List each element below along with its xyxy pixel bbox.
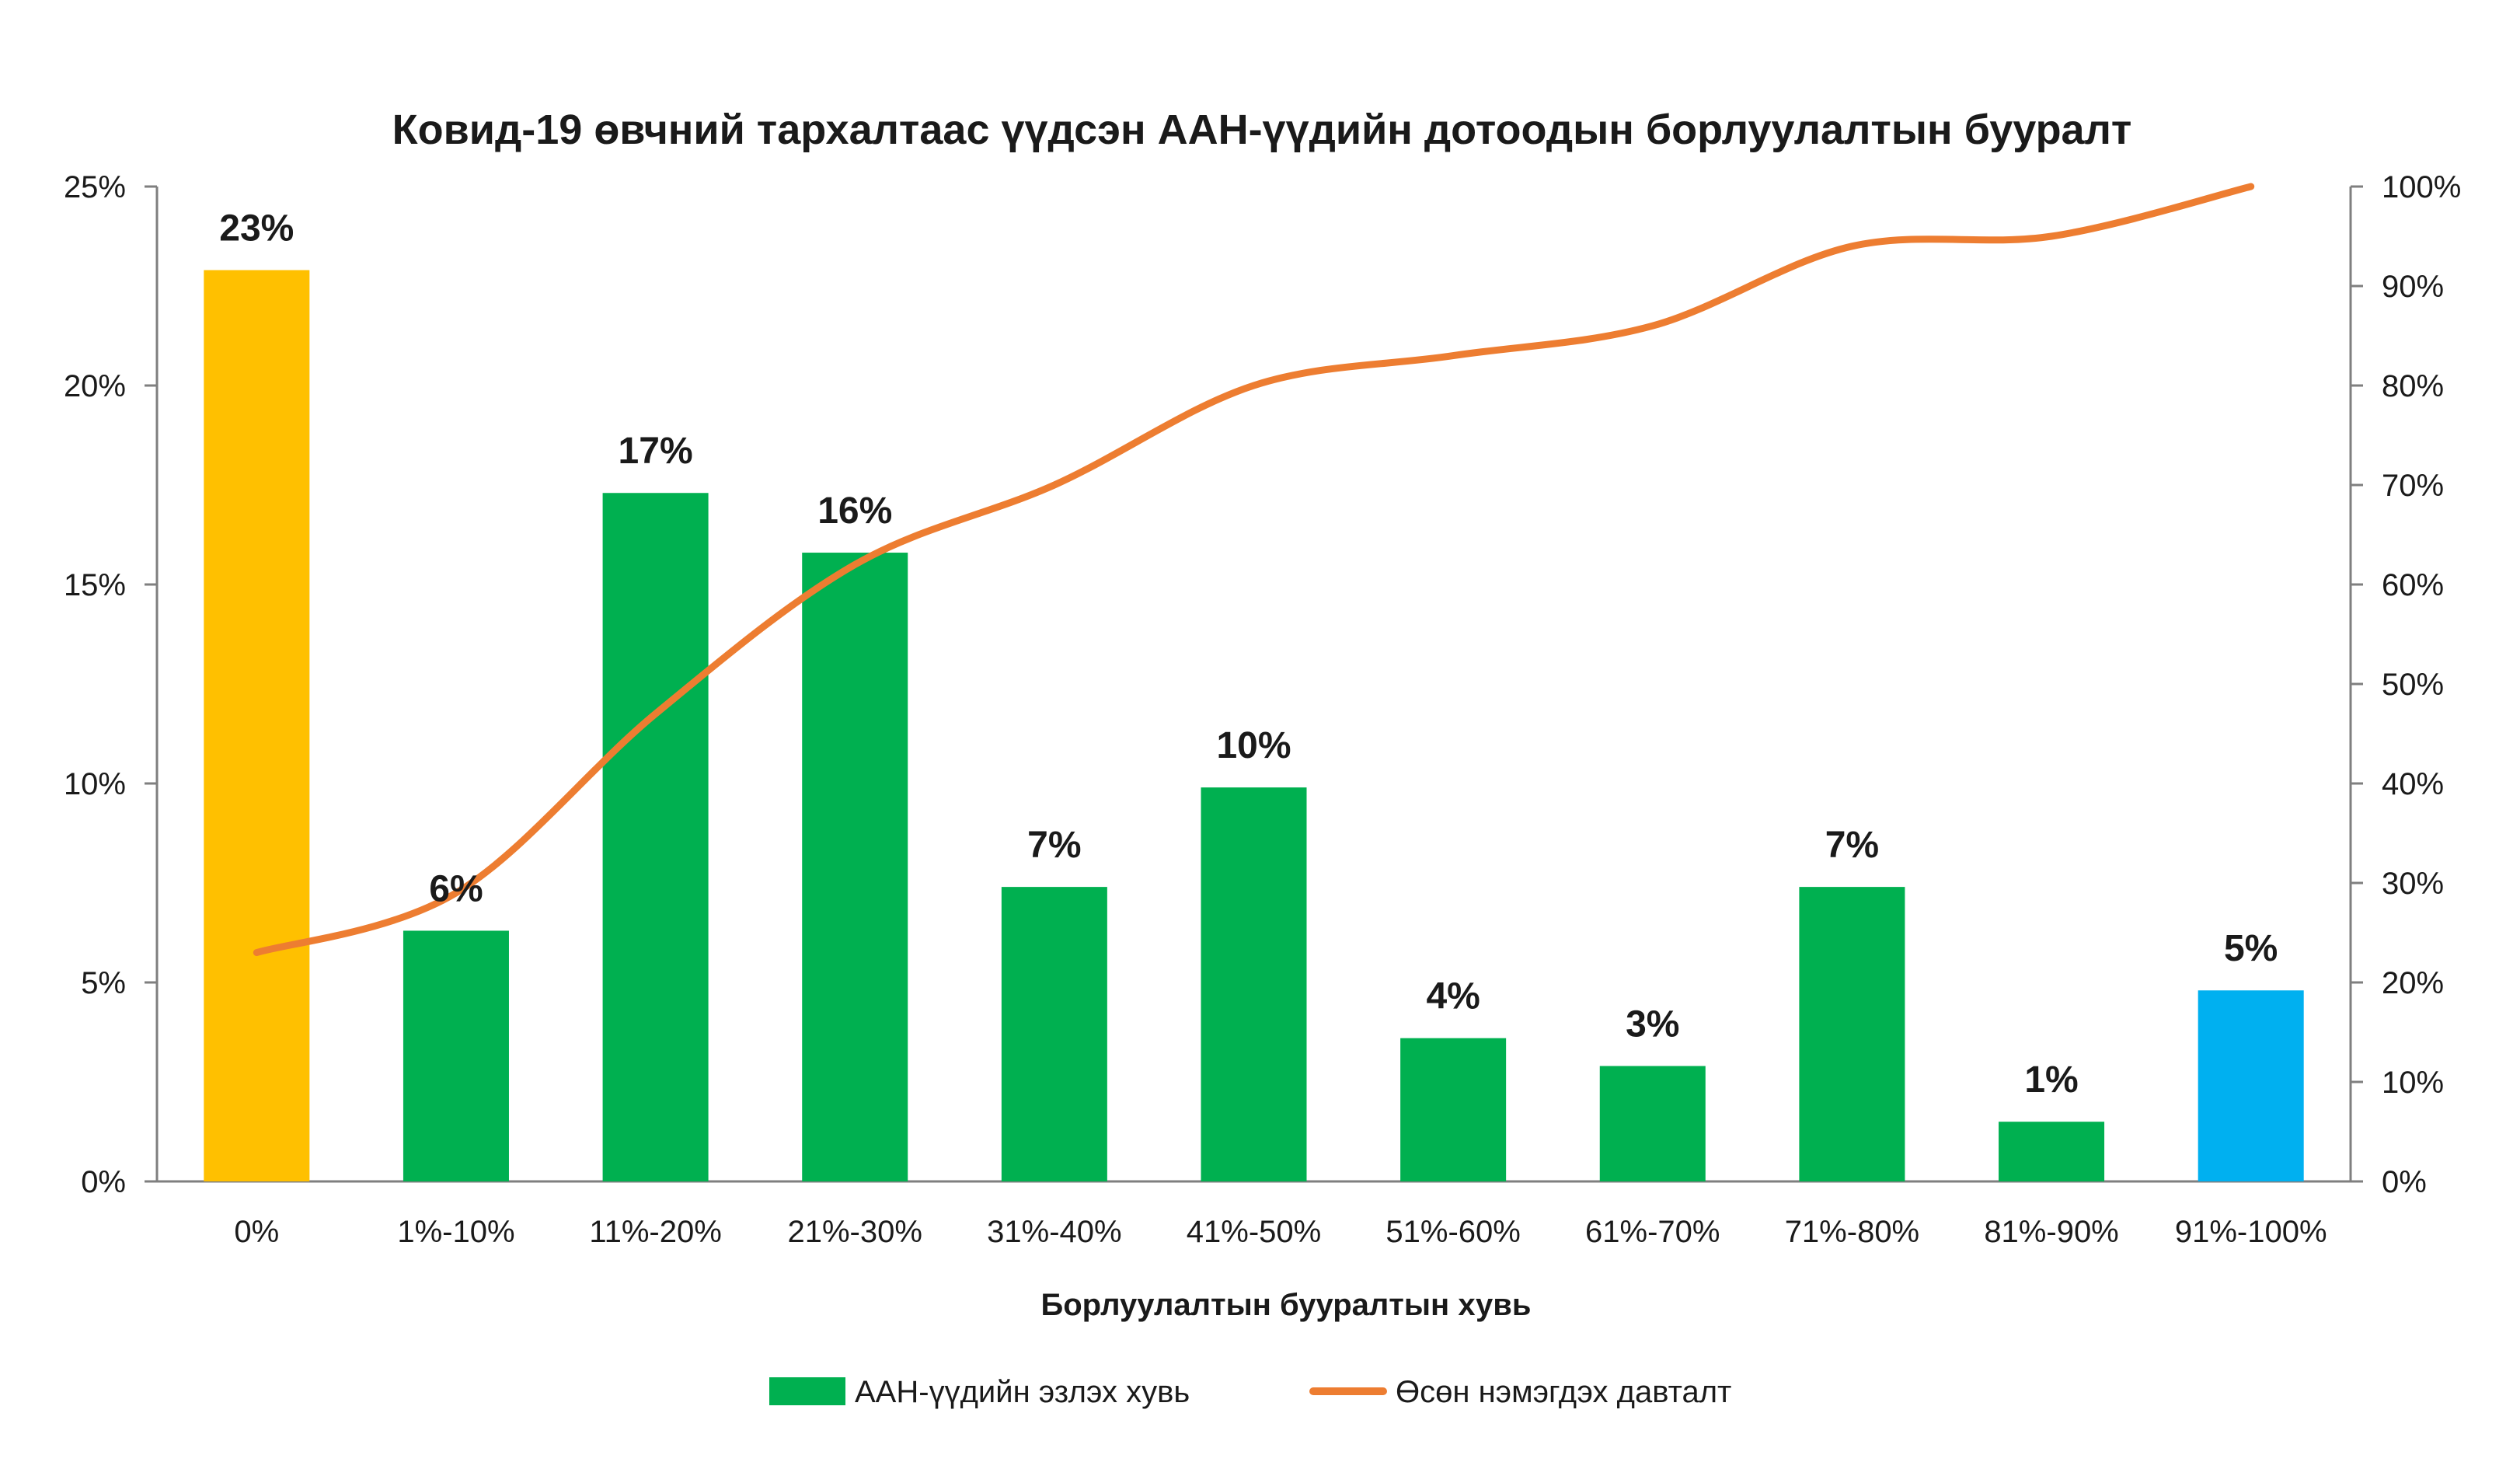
right-tick-label: 20% — [2382, 966, 2444, 1000]
right-tick-label: 80% — [2382, 369, 2444, 403]
bar — [1999, 1122, 2105, 1181]
bar-data-label: 10% — [1216, 725, 1291, 766]
x-tick-label: 91%-100% — [2175, 1215, 2327, 1249]
x-tick-label: 21%-30% — [788, 1215, 922, 1249]
bar — [2198, 990, 2304, 1181]
bars — [204, 270, 2304, 1181]
bar — [204, 270, 310, 1181]
chart-title: Ковид-19 өвчний тархалтаас үүдсэн ААН-үү… — [392, 106, 2132, 153]
right-tick-label: 90% — [2382, 270, 2444, 304]
x-tick-label: 11%-20% — [589, 1215, 721, 1249]
bar — [802, 553, 908, 1181]
bar-data-label: 3% — [1626, 1004, 1679, 1045]
legend: ААН-үүдийн эзлэх хувь Өсөн нэмэгдэх давт… — [769, 1375, 1731, 1409]
left-tick-label: 25% — [64, 170, 126, 204]
left-tick-label: 15% — [64, 568, 126, 602]
bar-data-label: 7% — [1825, 825, 1879, 866]
bar-data-label: 1% — [2024, 1059, 2078, 1101]
x-tick-label: 1%-10% — [397, 1215, 514, 1249]
bar — [403, 930, 509, 1181]
right-tick-label: 30% — [2382, 867, 2444, 901]
right-tick-label: 60% — [2382, 568, 2444, 602]
bar — [1400, 1038, 1507, 1181]
cumulative-line — [253, 183, 2255, 957]
bar — [602, 493, 709, 1181]
bar — [1001, 887, 1107, 1181]
bar-data-label: 17% — [619, 431, 693, 472]
bar-data-label: 7% — [1027, 825, 1081, 866]
x-tick-label: 61%-70% — [1585, 1215, 1720, 1249]
x-tick-label: 51%-60% — [1385, 1215, 1520, 1249]
legend-label-line: Өсөн нэмэгдэх давталт — [1396, 1375, 1731, 1409]
bar-data-label: 5% — [2224, 928, 2278, 969]
left-tick-label: 20% — [64, 369, 126, 403]
left-tick-label: 5% — [81, 966, 126, 1000]
bar-data-label: 4% — [1426, 976, 1480, 1017]
left-tick-label: 0% — [81, 1165, 126, 1199]
legend-label-bars: ААН-үүдийн эзлэх хувь — [855, 1375, 1190, 1409]
cumulative-line-layer — [253, 183, 2255, 957]
bar-data-label: 16% — [817, 490, 892, 532]
right-tick-label: 10% — [2382, 1066, 2444, 1100]
x-tick-label: 0% — [234, 1215, 279, 1249]
bar-data-label: 6% — [429, 868, 483, 909]
x-tick-label: 71%-80% — [1785, 1215, 1919, 1249]
bar — [1201, 787, 1307, 1181]
right-tick-label: 70% — [2382, 469, 2444, 503]
bar-data-label: 23% — [219, 208, 294, 249]
right-tick-label: 100% — [2382, 170, 2461, 204]
legend-swatch-bars — [769, 1377, 845, 1405]
right-tick-label: 50% — [2382, 668, 2444, 702]
right-tick-label: 40% — [2382, 767, 2444, 801]
x-tick-label: 31%-40% — [987, 1215, 1121, 1249]
x-tick-label: 41%-50% — [1187, 1215, 1321, 1249]
right-tick-label: 0% — [2382, 1165, 2427, 1199]
bar — [1799, 887, 1905, 1181]
data-labels: 23% 6% 17% 16% 7% 10% 4% 3% 7% 1% 5% — [219, 208, 2278, 1101]
bar — [1599, 1066, 1706, 1181]
left-tick-label: 10% — [64, 767, 126, 801]
x-axis-title: Борлуулалтын бууралтын хувь — [1041, 1288, 1532, 1322]
x-tick-label: 81%-90% — [1984, 1215, 2118, 1249]
